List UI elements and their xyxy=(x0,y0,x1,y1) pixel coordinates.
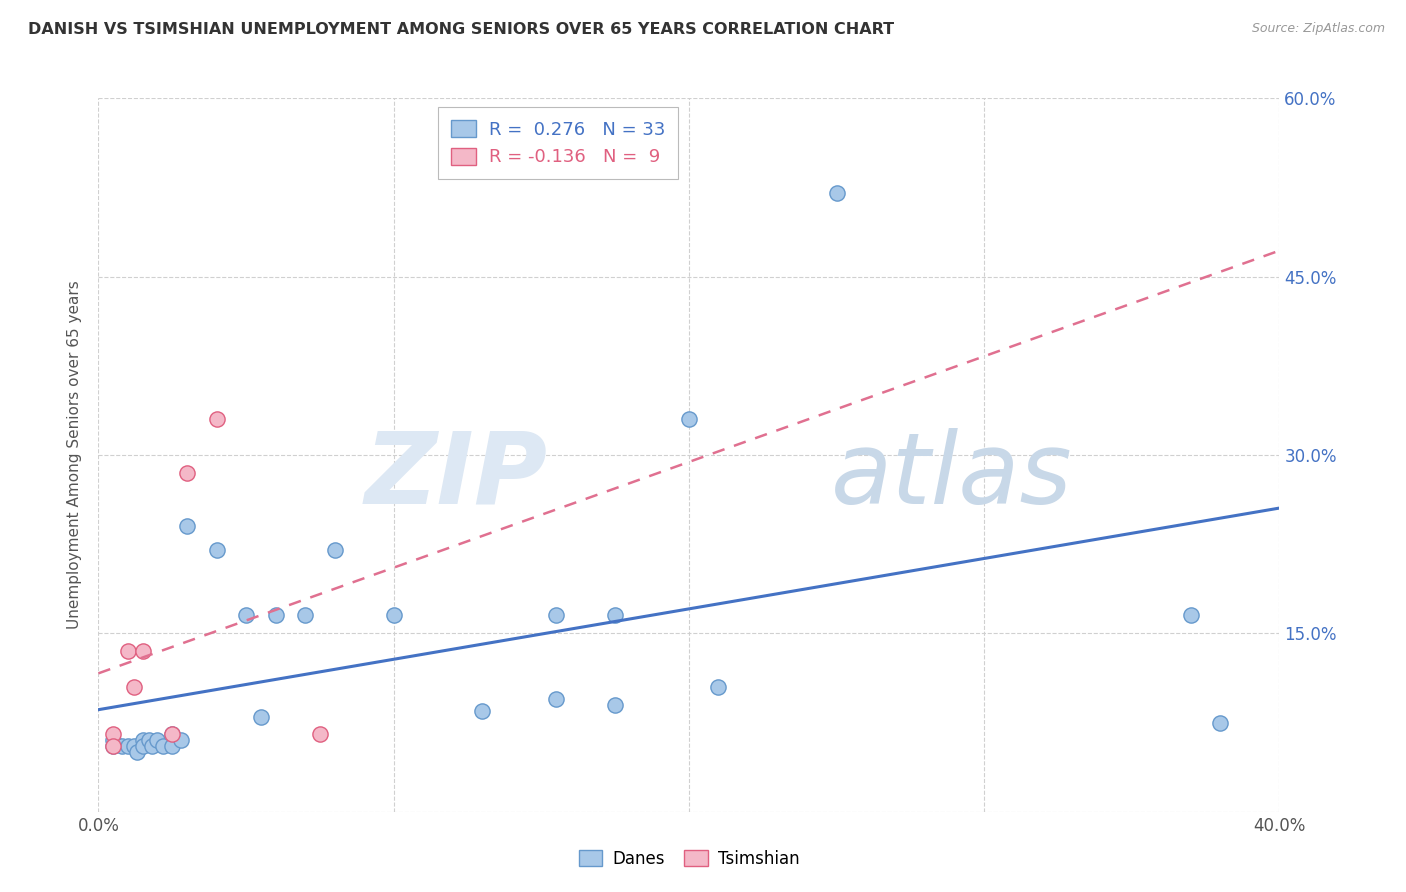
Point xyxy=(125,745,148,759)
Point xyxy=(471,704,494,718)
Point xyxy=(707,680,730,694)
Text: ZIP: ZIP xyxy=(364,428,547,524)
Point xyxy=(382,608,405,623)
Point xyxy=(205,543,228,558)
Point xyxy=(546,691,568,706)
Point xyxy=(122,680,145,694)
Point xyxy=(1180,608,1202,623)
Point xyxy=(605,608,627,623)
Y-axis label: Unemployment Among Seniors over 65 years: Unemployment Among Seniors over 65 years xyxy=(67,281,83,629)
Point xyxy=(141,739,163,754)
Point xyxy=(825,186,848,201)
Point xyxy=(250,709,273,723)
Point xyxy=(162,727,183,741)
Text: Source: ZipAtlas.com: Source: ZipAtlas.com xyxy=(1251,22,1385,36)
Point xyxy=(132,644,155,658)
Point xyxy=(162,727,183,741)
Point xyxy=(103,739,125,754)
Point xyxy=(152,739,174,754)
Text: DANISH VS TSIMSHIAN UNEMPLOYMENT AMONG SENIORS OVER 65 YEARS CORRELATION CHART: DANISH VS TSIMSHIAN UNEMPLOYMENT AMONG S… xyxy=(28,22,894,37)
Point xyxy=(170,733,193,747)
Point xyxy=(176,519,198,533)
Text: atlas: atlas xyxy=(831,428,1073,524)
Point xyxy=(103,733,125,747)
Point xyxy=(103,727,125,741)
Point xyxy=(235,608,257,623)
Point xyxy=(294,608,316,623)
Point xyxy=(103,739,125,754)
Point xyxy=(111,739,134,754)
Point xyxy=(117,644,139,658)
Point xyxy=(132,739,155,754)
Point xyxy=(205,412,228,426)
Point xyxy=(264,608,287,623)
Point xyxy=(162,739,183,754)
Point xyxy=(546,608,568,623)
Point xyxy=(132,733,155,747)
Point xyxy=(678,412,700,426)
Point xyxy=(309,727,332,741)
Point xyxy=(323,543,346,558)
Point xyxy=(1209,715,1232,730)
Point xyxy=(146,733,169,747)
Point xyxy=(138,733,160,747)
Point xyxy=(176,466,198,480)
Point xyxy=(117,739,139,754)
Point xyxy=(605,698,627,712)
Legend: Danes, Tsimshian: Danes, Tsimshian xyxy=(572,844,806,875)
Point xyxy=(122,739,145,754)
